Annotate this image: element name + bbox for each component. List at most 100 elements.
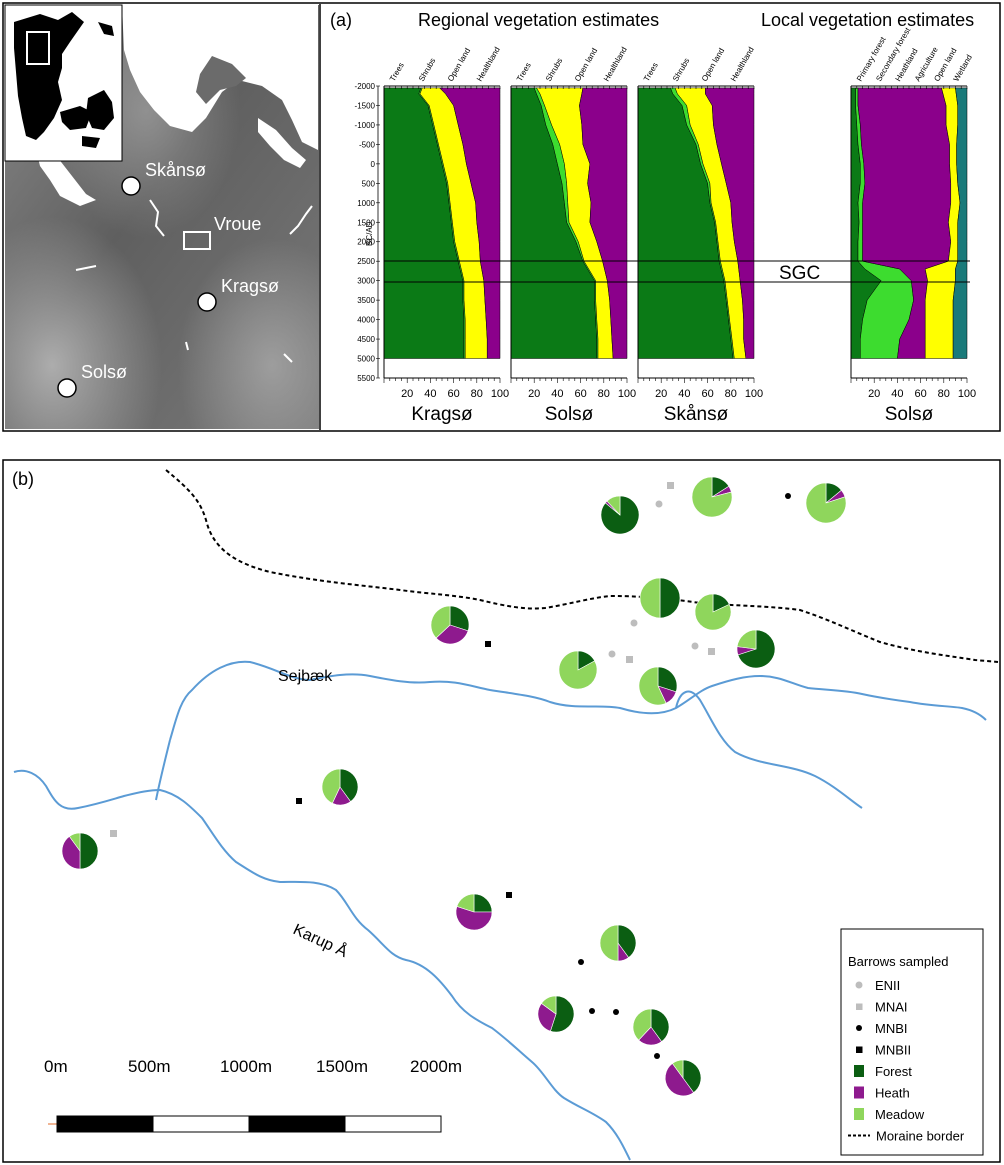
barrow-markers (110, 482, 791, 1059)
chart-title: Solsø (885, 404, 934, 425)
x-tick-label: 40 (891, 388, 903, 400)
y-tick-label: 1500 (357, 218, 375, 227)
pie-slice-meadow (632, 1008, 652, 1041)
pie-slice-forest (449, 605, 470, 632)
site-label-vroue: Vroue (214, 214, 261, 234)
y-tick-label: 4500 (357, 335, 375, 344)
legend-swatch (854, 1108, 864, 1120)
pie-slice-meadow (672, 1059, 684, 1079)
barrow-mnbi (654, 1053, 660, 1059)
legend-item: MNBII (856, 1043, 911, 1058)
y-tick-label: 2000 (357, 238, 375, 247)
barrow-mnbi (785, 493, 791, 499)
legend-label: MNBI (875, 1021, 908, 1036)
local-title: Local vegetation estimates (761, 10, 974, 30)
legend-item: ENII (855, 978, 900, 993)
barrow-mnbii (296, 798, 302, 804)
area-healthland (439, 87, 501, 359)
pie-slice-forest (682, 1059, 702, 1093)
x-tick-label: 80 (598, 388, 610, 400)
legend-swatch (855, 981, 863, 989)
site-marker-kragso (197, 292, 217, 312)
legend-label: ENII (875, 978, 900, 993)
barrow-mnbii (485, 641, 491, 647)
legend-label: MNAI (875, 1000, 908, 1015)
barrow-mnai (626, 656, 633, 663)
area-healthland (579, 87, 628, 359)
barrow-mnai (110, 830, 117, 837)
x-tick-label: 40 (551, 388, 563, 400)
legend-swatch (854, 1065, 864, 1077)
pie-slice-heath (664, 1063, 695, 1097)
x-tick-label: 60 (447, 388, 459, 400)
y-tick-label: 3500 (357, 296, 375, 305)
barrow-mnbi (589, 1008, 595, 1014)
x-tick-label: 40 (678, 388, 690, 400)
pie-slice-meadow (638, 666, 667, 706)
scale-label: 1000m (220, 1057, 272, 1076)
stream-5 (185, 341, 189, 351)
pie-slice-meadow (558, 650, 598, 690)
fjord-arm-east (258, 118, 306, 168)
legend-swatch (854, 1086, 864, 1099)
site-label-kragso: Kragsø (221, 276, 279, 296)
pie-slice-meadow (805, 482, 847, 524)
site-marker-solso (57, 378, 77, 398)
river-label-sejbaek: Sejbæk (278, 668, 333, 685)
y-axis-label: BC/AD (365, 221, 374, 246)
y-tick-label: -1000 (355, 121, 376, 130)
chart-title: Kragsø (411, 404, 473, 425)
pie-slice-heath (61, 836, 81, 870)
legend-swatch (856, 1003, 863, 1010)
legend-item: Meadow (854, 1107, 925, 1122)
scale-label: 500m (128, 1057, 171, 1076)
site-label-solso: Solsø (81, 362, 127, 382)
area-wetland (952, 87, 968, 359)
barrow-pie (638, 666, 678, 706)
barrow-pie-charts (61, 476, 847, 1097)
barrow-pie (694, 593, 732, 631)
river-karup (13, 769, 631, 1161)
barrow-mnbi (613, 1009, 619, 1015)
pie-slice-meadow (694, 593, 732, 631)
pie-slice-forest (657, 666, 678, 693)
barrow-mnai (708, 648, 715, 655)
stream-1 (149, 199, 165, 237)
x-tick-label: 100 (958, 388, 976, 400)
stream-2 (289, 205, 313, 235)
barrow-enii (691, 642, 699, 650)
scale-bar: 0m 500m 1000m 1500m 2000m (44, 1057, 462, 1133)
pie-slice-meadow (639, 577, 661, 619)
y-tick-label: 1000 (357, 199, 375, 208)
pie-slice-meadow (321, 768, 341, 804)
site-label-skanso: Skånsø (145, 160, 206, 180)
y-tick-label: 2500 (357, 257, 375, 266)
barrow-pie (61, 832, 99, 870)
barrow-pie (691, 476, 733, 518)
barrow-mnbii (506, 892, 512, 898)
barrow-pie (600, 495, 640, 535)
moraine-border (165, 469, 999, 663)
scale-label: 2000m (410, 1057, 462, 1076)
pie-slice-forest (617, 924, 637, 958)
panel-b-label: (b) (12, 469, 34, 489)
stream-3 (75, 265, 97, 271)
barrow-pie (558, 650, 598, 690)
legend-label: Meadow (875, 1107, 925, 1122)
pie-slice-meadow (691, 476, 733, 518)
barrow-enii (655, 500, 663, 508)
barrow-pie (430, 605, 470, 645)
scale-label: 0m (44, 1057, 68, 1076)
panel-a-label: (a) (330, 10, 352, 30)
pie-slice-meadow (736, 629, 757, 650)
river-sejbaek (169, 660, 987, 741)
pie-slice-meadow (599, 924, 619, 962)
pie-slice-meadow (430, 605, 451, 639)
x-tick-label: 20 (401, 388, 413, 400)
y-tick-label: 5500 (357, 374, 375, 383)
x-tick-label: 60 (574, 388, 586, 400)
chart-title: Solsø (545, 404, 594, 425)
